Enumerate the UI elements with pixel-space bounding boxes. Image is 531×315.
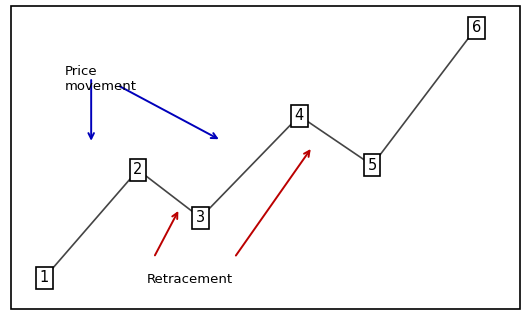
Text: 4: 4 xyxy=(295,108,304,123)
Text: 1: 1 xyxy=(40,270,49,285)
Text: Retracement: Retracement xyxy=(147,272,233,286)
Text: 6: 6 xyxy=(472,20,481,35)
Text: 2: 2 xyxy=(133,162,143,177)
Text: 3: 3 xyxy=(196,210,205,225)
Text: 5: 5 xyxy=(367,158,377,173)
Text: Price
movement: Price movement xyxy=(65,65,137,93)
